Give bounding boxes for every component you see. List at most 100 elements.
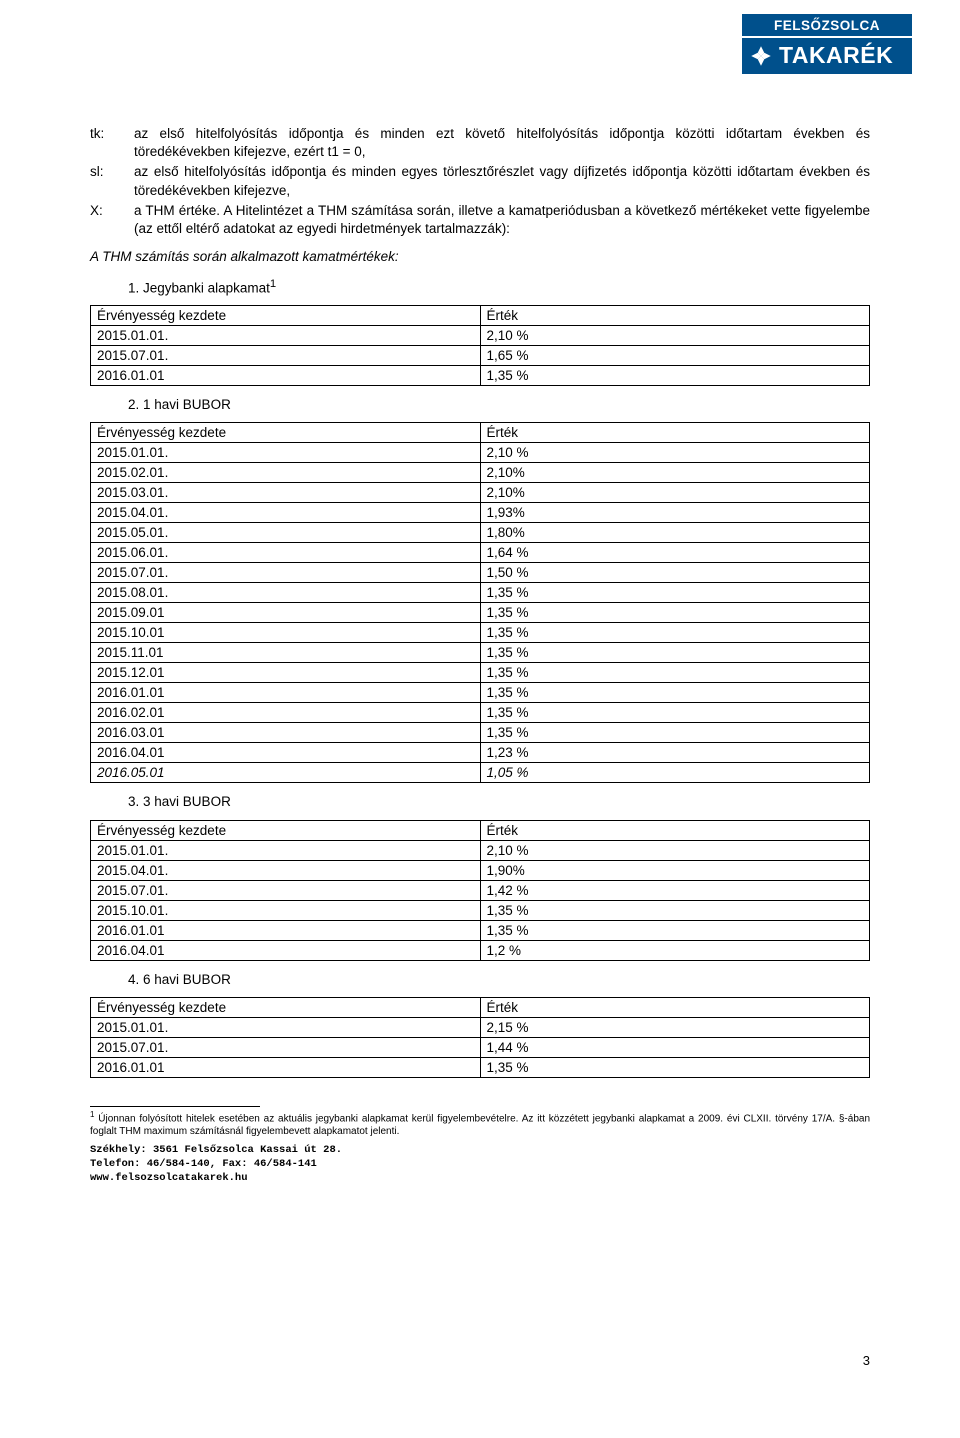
table-cell: 2,15 % bbox=[480, 1017, 870, 1037]
footnote-separator bbox=[90, 1106, 260, 1107]
table-row: 2015.05.01.1,80% bbox=[91, 523, 870, 543]
definition-row: tk:az első hitelfolyósítás időpontja és … bbox=[90, 125, 870, 161]
table-cell: 2015.02.01. bbox=[91, 463, 481, 483]
table-cell: 2015.04.01. bbox=[91, 503, 481, 523]
table-row: 2015.01.01.2,15 % bbox=[91, 1017, 870, 1037]
table-cell: 2016.01.01 bbox=[91, 683, 481, 703]
definition-text: az első hitelfolyósítás időpontja és min… bbox=[134, 125, 870, 161]
table-cell: 2,10 % bbox=[480, 443, 870, 463]
table-cell: 2016.04.01 bbox=[91, 940, 481, 960]
table-header-cell: Érték bbox=[480, 306, 870, 326]
table-row: 2015.11.011,35 % bbox=[91, 643, 870, 663]
table-cell: 2015.12.01 bbox=[91, 663, 481, 683]
table-header-cell: Érték bbox=[480, 820, 870, 840]
table-header-row: Érvényesség kezdeteÉrték bbox=[91, 820, 870, 840]
table-cell: 1,35 % bbox=[480, 683, 870, 703]
section-heading: 2. 1 havi BUBOR bbox=[128, 396, 870, 414]
definition-text: az első hitelfolyósítás időpontja és min… bbox=[134, 163, 870, 199]
section-heading: 1. Jegybanki alapkamat1 bbox=[128, 277, 870, 298]
footer-address: Székhely: 3561 Felsőzsolca Kassai út 28. bbox=[90, 1144, 870, 1158]
table-cell: 2,10 % bbox=[480, 326, 870, 346]
table-cell: 2015.03.01. bbox=[91, 483, 481, 503]
table-cell: 1,35 % bbox=[480, 366, 870, 386]
table-cell: 2,10% bbox=[480, 483, 870, 503]
table-cell: 2015.07.01. bbox=[91, 1037, 481, 1057]
table-cell: 1,35 % bbox=[480, 1057, 870, 1077]
table-cell: 2016.05.01 bbox=[91, 763, 481, 783]
definition-text: a THM értéke. A Hitelintézet a THM számí… bbox=[134, 202, 870, 238]
section-number: 1. bbox=[128, 280, 139, 295]
table-cell: 1,35 % bbox=[480, 583, 870, 603]
table-row: 2016.05.011,05 % bbox=[91, 763, 870, 783]
table-row: 2015.02.01.2,10% bbox=[91, 463, 870, 483]
logo-top-text: FELSŐZSOLCA bbox=[742, 14, 912, 36]
table-cell: 2015.01.01. bbox=[91, 443, 481, 463]
table-cell: 2016.01.01 bbox=[91, 1057, 481, 1077]
table-cell: 1,93% bbox=[480, 503, 870, 523]
table-cell: 2015.06.01. bbox=[91, 543, 481, 563]
table-header-row: Érvényesség kezdeteÉrték bbox=[91, 306, 870, 326]
table-header-cell: Érték bbox=[480, 423, 870, 443]
table-cell: 1,2 % bbox=[480, 940, 870, 960]
footnote-marker: 1 bbox=[90, 1110, 94, 1119]
section-number: 3. bbox=[128, 794, 139, 809]
table-row: 2015.01.01.2,10 % bbox=[91, 840, 870, 860]
table-row: 2015.07.01.1,44 % bbox=[91, 1037, 870, 1057]
footer-phone: Telefon: 46/584-140, Fax: 46/584-141 bbox=[90, 1158, 870, 1172]
intro-paragraph: A THM számítás során alkalmazott kamatmé… bbox=[90, 248, 870, 266]
table-header-cell: Érték bbox=[480, 997, 870, 1017]
table-cell: 2015.10.01 bbox=[91, 623, 481, 643]
table-cell: 1,35 % bbox=[480, 703, 870, 723]
definition-label: sl: bbox=[90, 163, 134, 199]
table-row: 2015.07.01.1,65 % bbox=[91, 346, 870, 366]
section-title: 1 havi BUBOR bbox=[143, 397, 231, 412]
logo-icon bbox=[748, 43, 774, 69]
table-cell: 2016.01.01 bbox=[91, 920, 481, 940]
data-table: Érvényesség kezdeteÉrték2015.01.01.2,10 … bbox=[90, 820, 870, 961]
table-cell: 2015.10.01. bbox=[91, 900, 481, 920]
table-cell: 2015.01.01. bbox=[91, 840, 481, 860]
section-number: 4. bbox=[128, 972, 139, 987]
table-row: 2016.01.011,35 % bbox=[91, 920, 870, 940]
table-row: 2015.06.01.1,64 % bbox=[91, 543, 870, 563]
table-cell: 2016.02.01 bbox=[91, 703, 481, 723]
section-heading: 4. 6 havi BUBOR bbox=[128, 971, 870, 989]
table-row: 2015.04.01.1,90% bbox=[91, 860, 870, 880]
table-row: 2015.08.01.1,35 % bbox=[91, 583, 870, 603]
table-cell: 2016.03.01 bbox=[91, 723, 481, 743]
table-header-cell: Érvényesség kezdete bbox=[91, 423, 481, 443]
table-header-row: Érvényesség kezdeteÉrték bbox=[91, 423, 870, 443]
table-row: 2015.07.01.1,50 % bbox=[91, 563, 870, 583]
table-row: 2016.01.011,35 % bbox=[91, 1057, 870, 1077]
table-cell: 1,35 % bbox=[480, 900, 870, 920]
table-row: 2016.03.011,35 % bbox=[91, 723, 870, 743]
table-row: 2016.01.011,35 % bbox=[91, 366, 870, 386]
page-footer: Székhely: 3561 Felsőzsolca Kassai út 28.… bbox=[90, 1144, 870, 1185]
table-cell: 2015.11.01 bbox=[91, 643, 481, 663]
table-row: 2015.12.011,35 % bbox=[91, 663, 870, 683]
table-row: 2015.09.011,35 % bbox=[91, 603, 870, 623]
table-cell: 2015.07.01. bbox=[91, 563, 481, 583]
footnote: 1 Újonnan folyósított hitelek esetében a… bbox=[90, 1110, 870, 1138]
definition-row: sl:az első hitelfolyósítás időpontja és … bbox=[90, 163, 870, 199]
table-row: 2015.07.01.1,42 % bbox=[91, 880, 870, 900]
table-row: 2015.04.01.1,93% bbox=[91, 503, 870, 523]
table-cell: 1,65 % bbox=[480, 346, 870, 366]
table-row: 2015.03.01.2,10% bbox=[91, 483, 870, 503]
section-sup: 1 bbox=[270, 278, 276, 290]
table-cell: 1,35 % bbox=[480, 643, 870, 663]
table-row: 2015.10.01.1,35 % bbox=[91, 900, 870, 920]
section-number: 2. bbox=[128, 397, 139, 412]
page-number: 3 bbox=[863, 1353, 870, 1368]
table-cell: 1,23 % bbox=[480, 743, 870, 763]
brand-logo: FELSŐZSOLCA TAKARÉK bbox=[742, 14, 912, 74]
table-cell: 1,35 % bbox=[480, 920, 870, 940]
table-cell: 1,90% bbox=[480, 860, 870, 880]
footnote-text: Újonnan folyósított hitelek esetében az … bbox=[90, 1113, 870, 1137]
table-cell: 2,10 % bbox=[480, 840, 870, 860]
section-title: Jegybanki alapkamat bbox=[143, 280, 270, 295]
table-row: 2016.04.011,23 % bbox=[91, 743, 870, 763]
table-cell: 2016.01.01 bbox=[91, 366, 481, 386]
logo-bottom-text: TAKARÉK bbox=[779, 42, 893, 69]
table-cell: 1,42 % bbox=[480, 880, 870, 900]
